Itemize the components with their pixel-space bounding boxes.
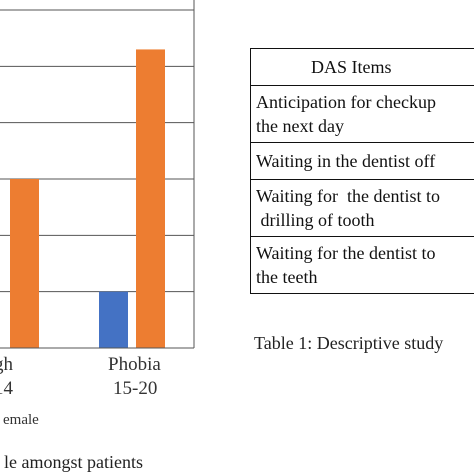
table-row: Waiting for the dentist to drilling of t… [250, 179, 474, 237]
bar-series2-cat2 [136, 49, 165, 348]
table-row: Waiting in the dentist off [250, 142, 474, 180]
x-tick-label-1-line2: 14 [0, 378, 13, 399]
das-items-table: DAS Items Anticipation for checkup the n… [250, 48, 474, 294]
legend-entry-female: emale [3, 412, 39, 428]
x-tick-label-2-line2: 15-20 [113, 378, 158, 399]
table-row: Waiting for the dentist to the teeth [250, 236, 474, 294]
bar-series2-cat1 [10, 179, 39, 348]
table-caption: Table 1: Descriptive study [254, 333, 444, 353]
bar-series1-cat2 [99, 291, 128, 348]
table-row: Anticipation for checkup the next day [250, 85, 474, 143]
x-tick-label-2-line1: Phobia [108, 354, 161, 375]
chart-caption: le amongst patients [4, 452, 143, 472]
table-header: DAS Items [250, 48, 474, 86]
x-tick-label-1-line1: gh [0, 354, 13, 375]
